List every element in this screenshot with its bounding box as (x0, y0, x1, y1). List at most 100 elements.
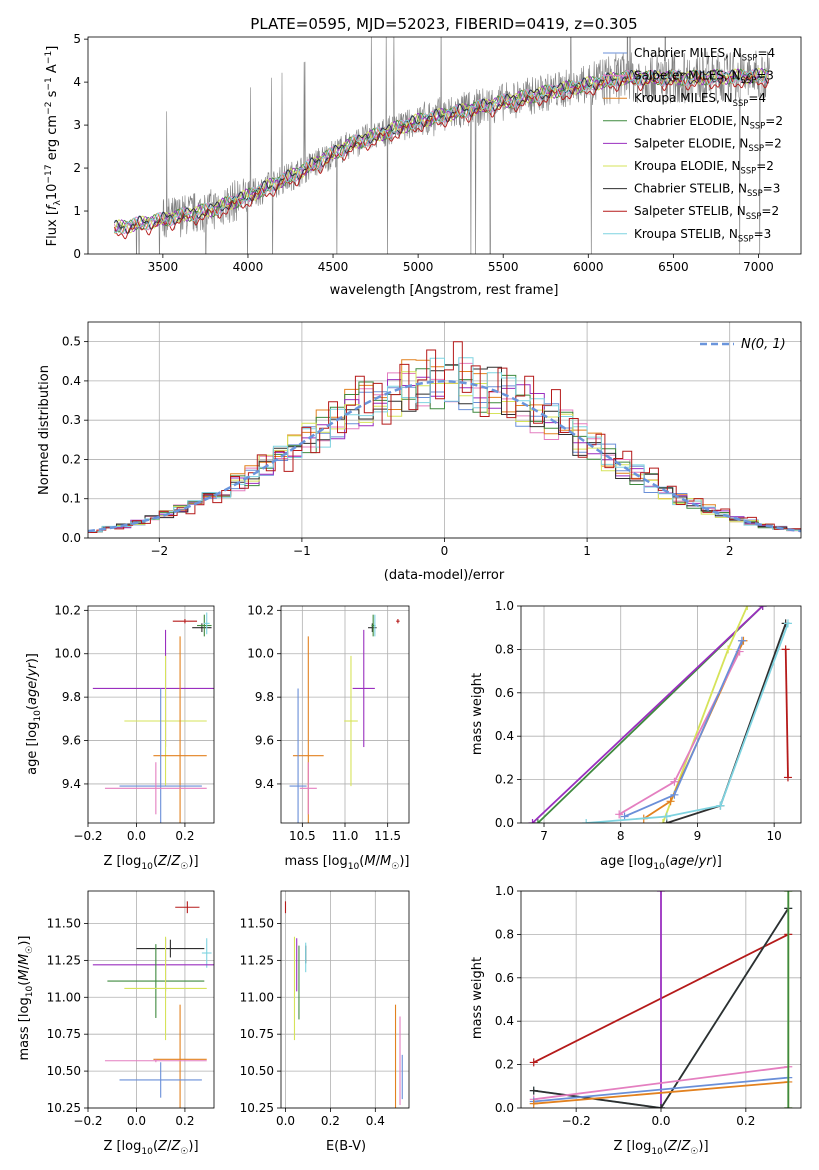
axes-frame (87, 321, 802, 539)
weight-line (533, 1081, 789, 1105)
legend-label: Kroupa STELIB, NSSP=3 (634, 227, 771, 244)
weight-marker (529, 1099, 538, 1108)
legend-label: Salpeter ELODIE, NSSP=2 (634, 136, 782, 153)
axes-frame (87, 36, 802, 255)
data-point (153, 636, 207, 823)
data-point (107, 944, 205, 1018)
panel-weight_vs_Z: −0.2 0.0 0.2 0.0 0.2 0.4 0.6 0.8 1.0 Z [log10(Z/Z… (470, 884, 802, 1157)
y-tick-label: 3 (73, 118, 81, 132)
x-tick-label: 0 (441, 544, 449, 558)
panel-age_vs_mass: 10.5 11.0 11.5 9.4 9.6 9.8 10.0 10.2 mass [log10… (247, 603, 410, 872)
x-tick-label: 0.0 (276, 1114, 295, 1128)
x-tick-label: 7000 (743, 260, 774, 274)
panel-mass_vs_Z: −0.2 0.0 0.2 10.25 10.50 10.75 11.00 11.25 11.50… (17, 890, 215, 1157)
x-tick-label: 0.0 (127, 829, 146, 843)
y-tick-label: 11.00 (47, 990, 81, 1004)
plot-area (529, 891, 793, 1108)
data-point (104, 1059, 207, 1063)
data-point (175, 901, 200, 914)
axes-frame (87, 605, 215, 824)
data-point (124, 655, 207, 787)
y-tick-label: 0.2 (495, 773, 514, 787)
legend-label: Chabrier ELODIE, NSSP=2 (634, 114, 783, 131)
x-tick-label: 6000 (573, 260, 604, 274)
data-point (153, 1004, 207, 1108)
y-tick-label: 0.4 (495, 1014, 514, 1028)
y-tick-label: 10.50 (240, 1064, 274, 1078)
y-tick-label: 10.50 (47, 1064, 81, 1078)
y-tick-label: 9.4 (62, 777, 81, 791)
data-point (197, 614, 212, 637)
weight-marker (533, 819, 542, 823)
data-point (374, 614, 376, 637)
x-tick-label: 10.5 (289, 829, 316, 843)
y-tick-label: 0.0 (495, 1101, 514, 1115)
data-point (119, 688, 202, 823)
y-axis-label: Normed distribution (37, 365, 52, 495)
x-axis-label: Z [log10(Z/Z☉)] (103, 1139, 198, 1157)
weight-marker (658, 819, 667, 823)
x-tick-label: 0.0 (127, 1114, 146, 1128)
weight-marker (657, 891, 665, 895)
y-axis-label: mass weight (470, 673, 485, 755)
plot-area (289, 614, 400, 823)
x-axis-label: (data-model)/error (384, 568, 505, 583)
panel-mass_vs_ebv: 0.0 0.2 0.4 10.25 10.50 10.75 11.00 11.25 11.50 E… (240, 890, 410, 1154)
legend-label: Salpeter STELIB, NSSP=2 (634, 204, 779, 221)
weight-marker (670, 790, 679, 799)
x-axis-label: wavelength [Angstrom, rest frame] (330, 283, 559, 298)
weight-marker (758, 606, 767, 610)
y-tick-label: 10.2 (54, 603, 81, 617)
data-point (289, 688, 307, 823)
y-tick-label: 5 (73, 32, 81, 46)
weight-line (531, 606, 764, 823)
weight-marker (716, 801, 725, 810)
plot-area (88, 341, 801, 533)
data-point (136, 939, 205, 958)
y-tick-label: 10.2 (247, 603, 274, 617)
y-tick-label: 2 (73, 161, 81, 175)
y-tick-label: 11.50 (47, 916, 81, 930)
weight-line (533, 1076, 789, 1103)
legend-label: N(0, 1) (741, 337, 786, 352)
axes-frame (520, 605, 802, 824)
y-tick-label: 10.0 (247, 647, 274, 661)
panel-residuals: −2 −1 0 1 2 0.0 0.1 0.2 0.3 0.4 0.5 N(0, 1) (data-mo… (37, 321, 802, 583)
legend: Chabrier MILES, NSSP=4 Salpeter MILES, NS… (603, 46, 783, 243)
weight-line (533, 907, 790, 1108)
x-tick-label: −2 (150, 544, 168, 558)
y-tick-label: 0.0 (495, 816, 514, 830)
x-axis-label: E(B-V) (326, 1139, 366, 1154)
axes-frame (280, 605, 410, 824)
y-tick-label: 1 (73, 204, 81, 218)
weight-marker (781, 645, 790, 654)
x-tick-label: 2 (726, 544, 734, 558)
weight-marker (615, 810, 624, 819)
y-tick-label: 0.4 (62, 374, 81, 388)
x-tick-label: −0.2 (73, 1114, 102, 1128)
data-point (124, 936, 207, 1041)
weight-marker (784, 891, 793, 895)
x-tick-label: 5000 (403, 260, 434, 274)
y-tick-label: 9.4 (255, 777, 274, 791)
x-tick-label: 5500 (488, 260, 519, 274)
weight-line (533, 1065, 789, 1101)
y-tick-label: 9.6 (62, 734, 81, 748)
data-point (201, 938, 212, 968)
y-axis-label: mass weight (470, 957, 485, 1039)
x-tick-label: −1 (293, 544, 311, 558)
y-tick-label: 0.6 (495, 971, 514, 985)
x-axis-label: Z [log10(Z/Z☉)] (613, 1139, 708, 1157)
y-tick-label: 0.6 (495, 686, 514, 700)
weight-marker (737, 636, 746, 645)
x-tick-label: −0.2 (562, 1114, 591, 1128)
weight-marker (783, 773, 792, 782)
y-tick-label: 11.50 (240, 916, 274, 930)
axes-frame (280, 890, 410, 1109)
x-tick-label: 0.2 (736, 1114, 755, 1128)
x-tick-label: 11.5 (374, 829, 401, 843)
weight-line (586, 623, 789, 823)
plot-area (284, 901, 403, 1108)
data-point (119, 1062, 202, 1098)
